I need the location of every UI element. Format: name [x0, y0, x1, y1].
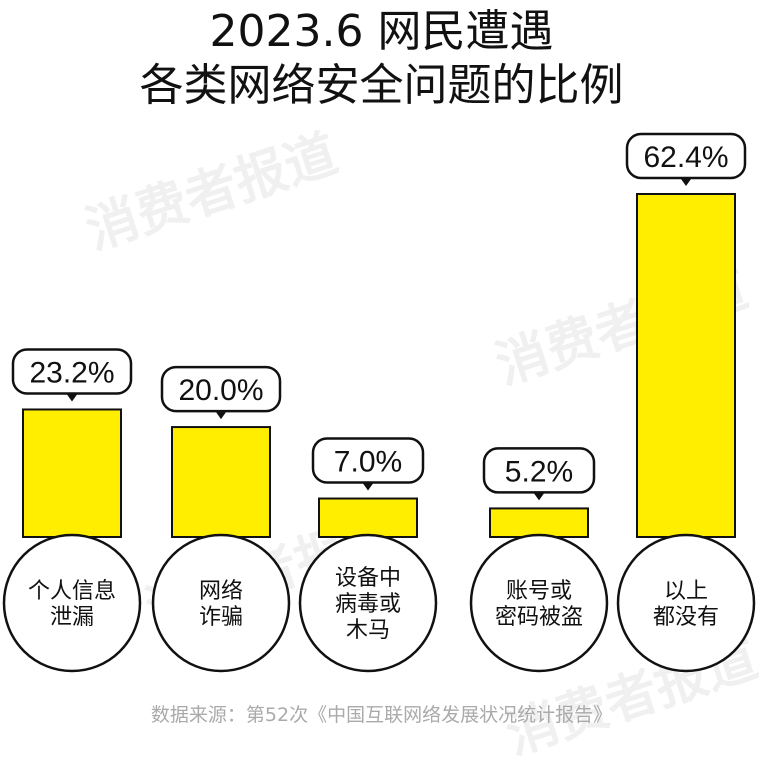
category-label-2-line-1: 网络: [199, 579, 243, 604]
value-bubble-1: [11, 348, 133, 395]
category-label-4-line-2: 密码被盗: [495, 605, 583, 630]
bar-4: [489, 507, 589, 538]
value-pointer-5: [681, 179, 691, 186]
category-label-3-line-2: 病毒或: [335, 592, 401, 617]
category-circle-2: [151, 533, 291, 673]
bar-5: [636, 193, 736, 538]
bar-3: [318, 497, 418, 538]
category-label-2-line-2: 诈骗: [199, 605, 243, 630]
data-label-1: 23.2%: [29, 356, 114, 389]
bar-2: [171, 426, 271, 539]
value-bubble-5: [625, 132, 747, 180]
value-pointer-2: [216, 412, 226, 420]
value-bubble-4: [482, 447, 596, 494]
category-circle-3: [298, 533, 438, 673]
data-label-3: 7.0%: [334, 446, 402, 479]
category-label-4-line-1: 账号或: [506, 579, 572, 604]
chart-title-line1: 2023.6 网民遭遇: [209, 6, 554, 57]
chart-title-line2: 各类网络安全问题的比例: [139, 60, 624, 111]
value-pointer-3: [363, 483, 373, 491]
value-pointer-4: [534, 493, 544, 501]
data-source-note: 数据来源：第52次《中国互联网络发展状况统计报告》: [150, 704, 613, 726]
data-label-4: 5.2%: [505, 455, 573, 488]
category-label-3-line-3: 木马: [346, 618, 390, 643]
category-label-5-line-1: 以上: [664, 579, 708, 604]
bar-1: [22, 408, 122, 539]
category-circle-4: [469, 533, 609, 673]
data-label-2: 20.0%: [178, 374, 263, 407]
category-circle-1: [2, 533, 142, 673]
data-label-5: 62.4%: [643, 141, 728, 174]
category-label-1-line-2: 泄漏: [50, 605, 94, 630]
value-pointer-1: [67, 394, 77, 402]
category-circle-5: [616, 533, 756, 673]
category-label-3-line-1: 设备中: [335, 566, 401, 591]
value-bubble-2: [160, 365, 282, 413]
value-bubble-3: [311, 437, 425, 484]
category-label-1-line-1: 个人信息: [28, 579, 116, 604]
category-label-5-line-2: 都没有: [653, 605, 719, 630]
